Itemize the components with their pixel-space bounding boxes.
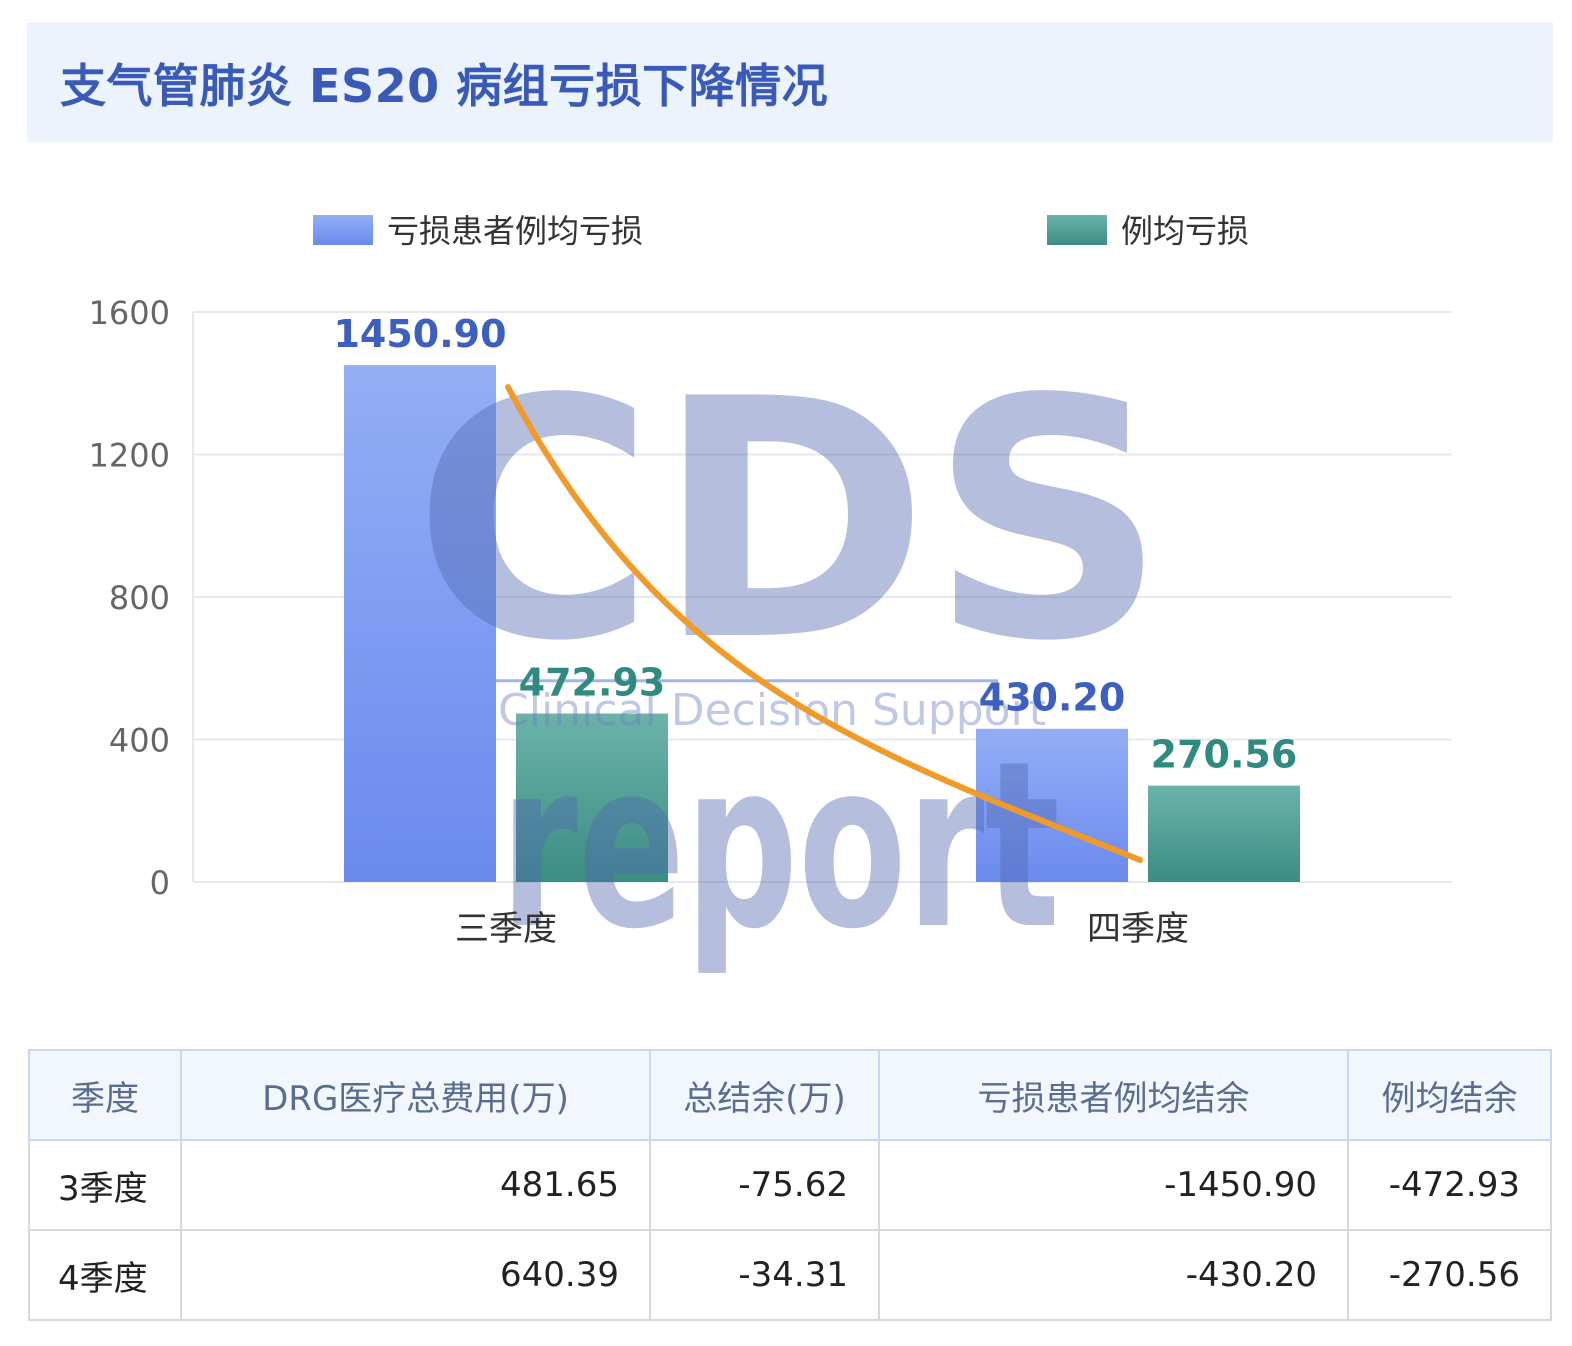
legend: 亏损患者例均亏损 例均亏损 (313, 212, 1249, 250)
x-axis: 三季度 四季度 (455, 909, 1189, 949)
cell-total-balance: -75.62 (649, 1139, 880, 1231)
cell-drg-total-cost: 640.39 (180, 1229, 651, 1321)
table-row: 3季度 481.65 -75.62 -1450.90 -472.93 (28, 1139, 1552, 1231)
table-row: 4季度 640.39 -34.31 -430.20 -270.56 (28, 1229, 1552, 1321)
legend-label: 例均亏损 (1121, 212, 1249, 250)
y-tick-label: 800 (109, 579, 170, 617)
watermark-subtitle: Clinical Decision Support (498, 685, 1046, 736)
y-tick-label: 400 (109, 722, 170, 760)
legend-label: 亏损患者例均亏损 (387, 212, 643, 250)
watermark: CDS Clinical Decision Support report (413, 329, 1167, 980)
chart-area: 0 400 800 1200 1600 亏损患者例均亏损 例均亏损 CDS Clinica… (0, 170, 1572, 990)
cell-loss-patient-avg-balance: -430.20 (878, 1229, 1349, 1321)
col-header-drg-total-cost: DRG医疗总费用(万) (180, 1049, 651, 1141)
cell-quarter: 3季度 (28, 1139, 182, 1231)
x-tick-label: 四季度 (1087, 909, 1189, 949)
cell-avg-balance: -472.93 (1347, 1139, 1552, 1231)
legend-swatch (1047, 215, 1107, 245)
col-header-avg-balance: 例均结余 (1347, 1049, 1552, 1141)
data-label: 270.56 (1151, 733, 1298, 777)
legend-swatch (313, 215, 373, 245)
data-labels: 1450.90 472.93 430.20 270.56 (333, 312, 1297, 776)
bar-chart: 0 400 800 1200 1600 亏损患者例均亏损 例均亏损 CDS Clinica… (89, 212, 1452, 980)
trend-curve (505, 384, 1143, 863)
title-bar: 支气管肺炎 ES20 病组亏损下降情况 (27, 22, 1553, 142)
data-label: 1450.90 (333, 312, 506, 356)
bar (516, 713, 668, 882)
data-label: 430.20 (979, 676, 1126, 720)
y-tick-label: 1200 (89, 437, 170, 475)
y-tick-label: 0 (150, 864, 170, 902)
bar (1148, 785, 1300, 882)
cell-avg-balance: -270.56 (1347, 1229, 1552, 1321)
cell-quarter: 4季度 (28, 1229, 182, 1321)
watermark-letters: CDS (413, 329, 1167, 713)
y-tick-label: 1600 (89, 294, 170, 332)
cell-drg-total-cost: 481.65 (180, 1139, 651, 1231)
x-tick-label: 三季度 (455, 909, 557, 949)
col-header-loss-patient-avg-balance: 亏损患者例均结余 (878, 1049, 1349, 1141)
watermark-word: report (500, 713, 1060, 980)
table-header-row: 季度 DRG医疗总费用(万) 总结余(万) 亏损患者例均结余 例均结余 (28, 1049, 1552, 1141)
bar (344, 365, 496, 882)
page-title: 支气管肺炎 ES20 病组亏损下降情况 (60, 59, 829, 113)
cell-loss-patient-avg-balance: -1450.90 (878, 1139, 1349, 1231)
data-label: 472.93 (519, 661, 666, 705)
summary-table: 季度 DRG医疗总费用(万) 总结余(万) 亏损患者例均结余 例均结余 3季度 … (28, 1049, 1552, 1321)
cell-total-balance: -34.31 (649, 1229, 880, 1321)
trend-line (505, 384, 1143, 863)
y-axis: 0 400 800 1200 1600 (89, 294, 194, 902)
col-header-total-balance: 总结余(万) (649, 1049, 880, 1141)
col-header-quarter: 季度 (28, 1049, 182, 1141)
